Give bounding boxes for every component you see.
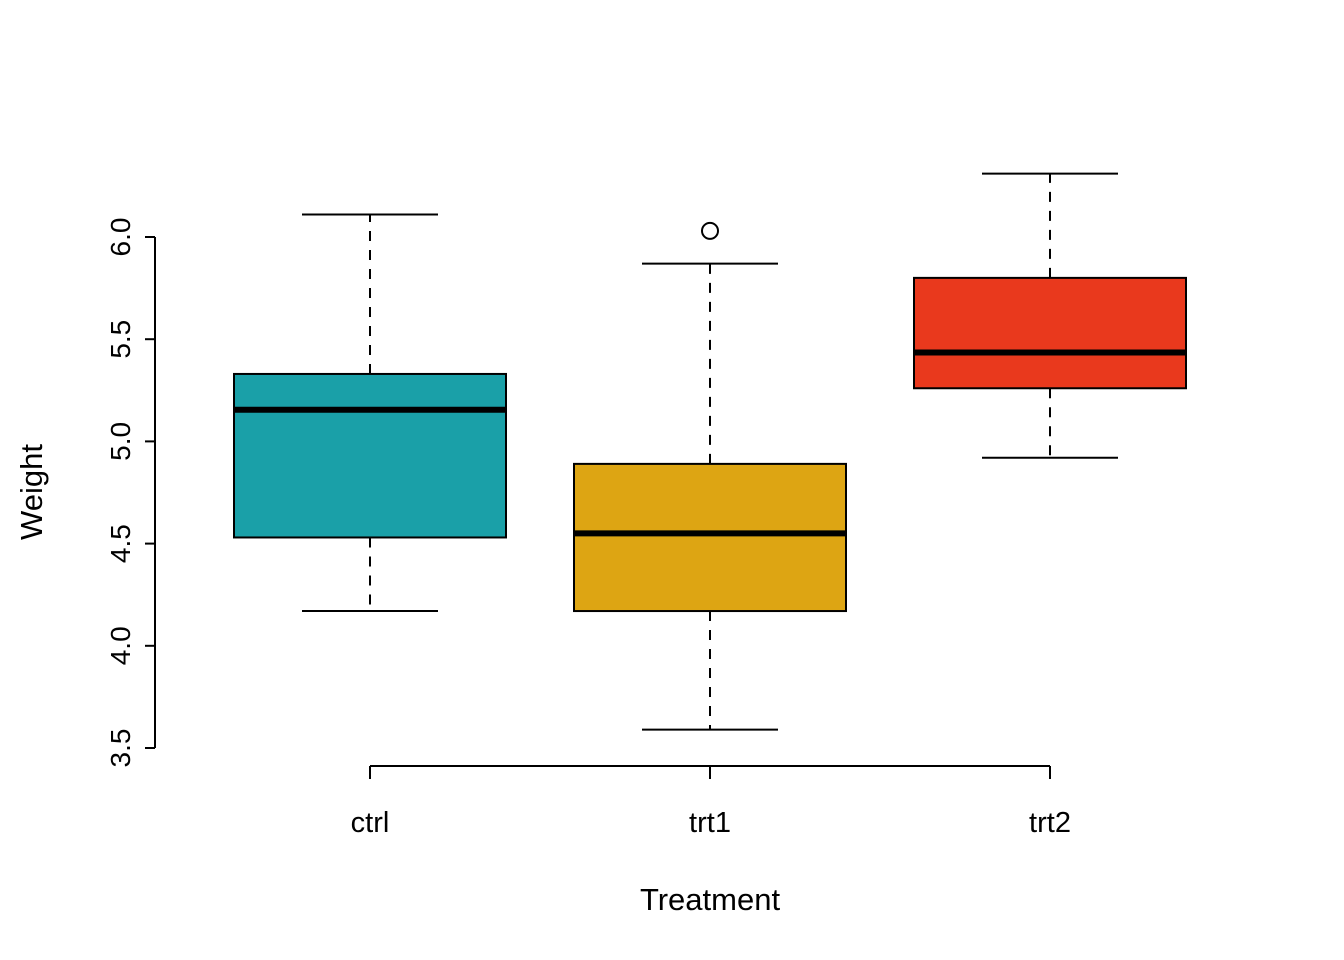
y-tick-label: 3.5 <box>105 729 136 768</box>
boxes-layer <box>233 172 1187 731</box>
box-trt2 <box>913 172 1187 459</box>
box-trt1 <box>573 221 847 731</box>
x-tick-label-trt2: trt2 <box>1029 807 1071 839</box>
x-axis-title: Treatment <box>640 882 781 917</box>
box-ctrl <box>233 213 507 613</box>
iqr-box <box>233 372 507 539</box>
iqr-box <box>573 462 847 613</box>
y-tick-label: 4.0 <box>105 626 136 665</box>
y-tick-label: 6.0 <box>105 218 136 257</box>
axes-layer: 3.5 4.0 4.5 5.0 5.5 6.0 ctrl trt1 trt2 <box>105 218 1071 839</box>
x-tick-label-trt1: trt1 <box>689 807 731 839</box>
y-tick-label: 5.5 <box>105 320 136 359</box>
y-axis-title: Weight <box>14 444 49 540</box>
y-tick-label: 5.0 <box>105 422 136 461</box>
y-tick-label: 4.5 <box>105 524 136 563</box>
outlier-point <box>701 221 719 240</box>
x-tick-label-ctrl: ctrl <box>351 807 390 839</box>
iqr-box <box>913 276 1187 390</box>
